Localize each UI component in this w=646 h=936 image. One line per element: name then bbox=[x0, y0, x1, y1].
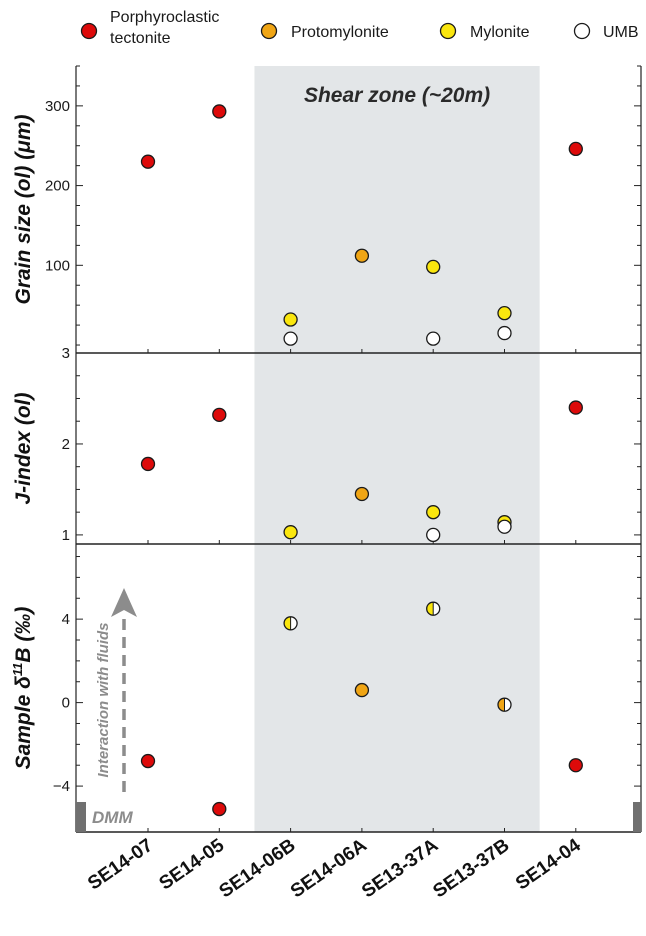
legend-label-mylonite: Mylonite bbox=[470, 24, 530, 41]
category-label: SE13-37B bbox=[430, 835, 514, 902]
marker-left-half bbox=[498, 698, 505, 712]
legend-label-porphyroclastic: Porphyroclastic bbox=[110, 9, 219, 26]
data-point-se14-05-porphyroclastic bbox=[212, 104, 227, 119]
legend-label-protomylonite: Protomylonite bbox=[291, 24, 389, 41]
dmm-band-left bbox=[76, 802, 86, 832]
marker-left-half bbox=[426, 602, 434, 616]
category-label: SE13-37A bbox=[358, 835, 442, 903]
category-label: SE14-06B bbox=[216, 835, 300, 902]
legend-marker-porphyroclastic bbox=[80, 22, 98, 40]
legend: Porphyroclastic tectonite Protomylonite Myl… bbox=[80, 9, 639, 47]
shear-zone-label: Shear zone (~20m) bbox=[304, 84, 490, 107]
y-axis-label-grain: Grain size (ol) (μm) bbox=[12, 114, 35, 304]
ylabel-sup: 11 bbox=[10, 663, 25, 677]
panel-grain: 100 200 300 Grain size (ol) (μm) bbox=[12, 65, 642, 354]
y-axis-label-boron: Sample δ11B (‰) bbox=[10, 607, 35, 770]
legend-marker-umb bbox=[573, 22, 591, 40]
data-point-se14-06b-mylonite bbox=[283, 525, 298, 540]
data-point-se14-06b-umb bbox=[283, 331, 298, 346]
data-point-se14-05-porphyroclastic bbox=[212, 407, 227, 422]
data-point-se14-04-porphyroclastic bbox=[568, 758, 583, 773]
data-point-se14-06a-protomylonite bbox=[354, 682, 370, 698]
marker-right-half bbox=[290, 616, 298, 630]
data-point-se13-37b-mylonite bbox=[497, 305, 512, 321]
y-tick-label: 2 bbox=[62, 436, 70, 453]
y-tick-label: 4 bbox=[62, 611, 70, 628]
marker-outline bbox=[497, 697, 512, 712]
data-point-se13-37b-umb bbox=[497, 519, 512, 534]
category-label: SE14-04 bbox=[512, 835, 585, 895]
shear-zone-band bbox=[254, 66, 540, 832]
y-tick-label: 300 bbox=[45, 98, 70, 115]
data-point-se14-06b-half bbox=[283, 616, 298, 631]
y-tick-label: −4 bbox=[53, 778, 70, 795]
marker-right-half bbox=[433, 602, 440, 616]
y-tick-label: 200 bbox=[45, 178, 70, 195]
data-point-se14-06b-mylonite bbox=[283, 312, 298, 327]
y-tick-label: 100 bbox=[45, 257, 70, 274]
marker-outline bbox=[426, 601, 441, 616]
y-axis-label-jindex: J-index (ol) bbox=[12, 392, 35, 504]
panel-jindex: 1 2 3 J-index (ol) bbox=[12, 345, 642, 545]
ylabel-tail: B (‰) bbox=[12, 607, 35, 663]
y-tick-label: 3 bbox=[62, 345, 70, 362]
data-point-se13-37a-mylonite bbox=[426, 259, 441, 275]
category-label: SE14-06A bbox=[287, 835, 371, 903]
marker-left-half bbox=[284, 616, 291, 630]
fluid-arrow-head bbox=[111, 588, 137, 617]
data-point-se14-05-porphyroclastic bbox=[212, 801, 227, 817]
data-point-se14-07-porphyroclastic bbox=[140, 753, 156, 769]
data-point-se14-07-porphyroclastic bbox=[140, 154, 156, 169]
y-tick-label: 0 bbox=[62, 695, 70, 712]
shear-zone-layer: Shear zone (~20m) bbox=[254, 66, 540, 832]
legend-marker-protomylonite bbox=[260, 22, 278, 40]
data-point-se14-04-porphyroclastic bbox=[568, 400, 583, 415]
legend-marker-mylonite bbox=[439, 22, 457, 40]
data-point-se14-04-porphyroclastic bbox=[568, 141, 583, 157]
data-point-se13-37a-half bbox=[426, 601, 441, 616]
panel-boron: −4 0 4 Sample δ11B (‰) DMM Interaction with f… bbox=[10, 544, 642, 833]
data-point-se13-37a-umb bbox=[426, 331, 441, 346]
category-labels: SE14-07SE14-05SE14-06BSE14-06ASE13-37ASE… bbox=[84, 835, 585, 903]
data-point-se13-37b-umb bbox=[497, 325, 512, 341]
fluid-arrow-label: Interaction with fluids bbox=[95, 622, 112, 777]
data-point-se13-37b-half bbox=[497, 697, 512, 712]
category-label: SE14-07 bbox=[84, 835, 157, 895]
data-point-se13-37a-mylonite bbox=[426, 505, 441, 520]
ylabel-main: Sample δ bbox=[12, 676, 35, 770]
data-point-se14-06a-protomylonite bbox=[354, 486, 370, 502]
marker-right-half bbox=[504, 698, 511, 712]
data-point-se14-07-porphyroclastic bbox=[140, 456, 156, 472]
data-point-se13-37a-umb bbox=[426, 527, 441, 543]
dmm-label: DMM bbox=[92, 808, 133, 827]
marker-outline bbox=[283, 616, 298, 631]
data-point-se14-06a-protomylonite bbox=[354, 248, 370, 263]
panels: 100 200 300 Grain size (ol) (μm) 1 2 3 J-index … bbox=[10, 65, 642, 833]
dmm-band-right bbox=[633, 802, 641, 832]
legend-label-umb: UMB bbox=[603, 24, 639, 41]
legend-label-porphyroclastic: tectonite bbox=[110, 30, 171, 47]
y-tick-label: 1 bbox=[62, 527, 70, 544]
